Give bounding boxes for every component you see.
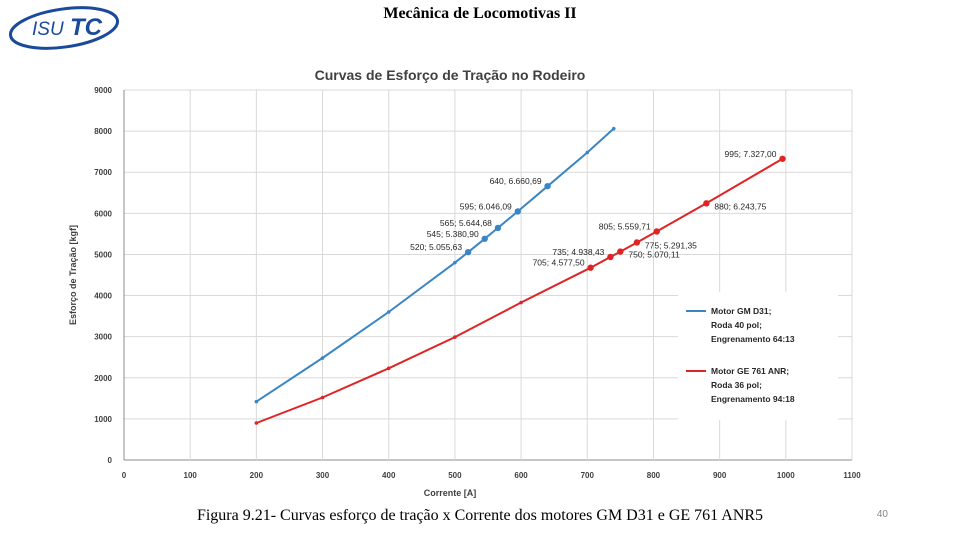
- page-number: 40: [876, 509, 888, 520]
- x-tick-label: 1100: [843, 471, 861, 480]
- chart-frame: Curvas de Esforço de Tração no Rodeiro 0 1…: [66, 60, 872, 500]
- x-tick-label: 400: [382, 471, 396, 480]
- data-label: 565; 5.644,68: [440, 218, 492, 228]
- data-label: 805; 5.559,71: [599, 221, 651, 231]
- x-axis-label: Corrente [A]: [424, 488, 477, 498]
- x-tick-label: 600: [514, 471, 528, 480]
- x-tick-label: 700: [581, 471, 595, 480]
- annotated-point: [544, 182, 551, 190]
- data-point: [519, 300, 523, 305]
- logo-text-isu: ISU: [32, 19, 64, 40]
- x-tick-label: 0: [122, 471, 127, 480]
- annotated-point: [633, 239, 641, 246]
- y-tick-label: 1000: [94, 415, 112, 424]
- data-point: [453, 260, 457, 265]
- annotated-point: [464, 248, 472, 256]
- data-label: 775; 5.291,35: [645, 240, 697, 250]
- legend-text: Motor GM D31;: [711, 306, 772, 316]
- x-tick-label: 100: [184, 471, 198, 480]
- y-tick-label: 4000: [94, 292, 112, 301]
- annotated-point: [514, 208, 521, 215]
- data-label: 735; 4.938,43: [552, 247, 604, 257]
- isutc-logo: ISU TC: [6, 2, 126, 54]
- x-tick-label: 900: [713, 471, 727, 480]
- x-tick-label: 500: [448, 471, 462, 480]
- y-tick-label: 2000: [94, 374, 112, 383]
- data-point: [611, 126, 616, 131]
- y-tick-label: 8000: [94, 127, 112, 136]
- y-tick-label: 7000: [94, 168, 112, 177]
- annotated-point: [607, 253, 614, 261]
- data-label: 880; 6.243,75: [714, 201, 766, 211]
- data-label: 595; 6.046,09: [460, 201, 512, 211]
- y-tick-label: 5000: [94, 250, 112, 259]
- annotated-point: [481, 235, 488, 242]
- y-axis-label: Esforço de Tração [kgf]: [68, 225, 78, 325]
- y-tick-label: 3000: [94, 333, 112, 342]
- x-tick-label: 200: [250, 471, 264, 480]
- legend-text: Motor GE 761 ANR;: [711, 366, 789, 376]
- series-line-1: [256, 157, 784, 424]
- annotated-point: [703, 200, 710, 207]
- data-point: [453, 335, 457, 339]
- data-label: 705; 4.577,50: [533, 258, 585, 268]
- x-tick-label: 1000: [777, 471, 795, 480]
- x-tick-label: 800: [647, 471, 661, 480]
- legend-text: Engrenamento 64:13: [711, 334, 795, 344]
- legend-text: Roda 36 pol;: [711, 380, 762, 390]
- data-label: 640, 6.660,69: [490, 176, 542, 186]
- y-tick-label: 9000: [94, 86, 112, 95]
- legend-text: Engrenamento 94:18: [711, 394, 795, 404]
- data-point: [386, 310, 391, 314]
- data-label: 545; 5.380,90: [427, 229, 479, 239]
- data-point: [320, 395, 325, 400]
- annotated-point: [587, 264, 594, 271]
- data-label: 995; 7.327,00: [725, 149, 777, 159]
- logo-text-tc: TC: [70, 14, 103, 41]
- y-tick-label: 6000: [94, 209, 112, 218]
- data-point: [386, 366, 391, 371]
- slide-title: Mecânica de Locomotivas II: [383, 5, 577, 22]
- figure-caption: Figura 9.21- Curvas esforço de tração x …: [196, 507, 764, 524]
- data-label: 750; 5.070,11: [628, 250, 680, 260]
- x-tick-label: 300: [316, 471, 330, 480]
- y-tick-label: 0: [108, 456, 113, 465]
- traction-effort-chart: Curvas de Esforço de Tração no Rodeiro 0 1…: [68, 67, 861, 498]
- data-point: [320, 356, 325, 360]
- data-label: 520; 5.055,63: [410, 242, 462, 252]
- annotated-point: [494, 224, 502, 232]
- data-point: [254, 399, 259, 404]
- chart-title: Curvas de Esforço de Tração no Rodeiro: [315, 67, 586, 83]
- data-point: [254, 421, 259, 425]
- annotated-point: [779, 155, 786, 162]
- legend-text: Roda 40 pol;: [711, 320, 762, 330]
- annotated-point: [653, 228, 660, 235]
- data-point: [585, 150, 590, 155]
- legend-box: [678, 292, 838, 420]
- annotated-point: [617, 248, 624, 255]
